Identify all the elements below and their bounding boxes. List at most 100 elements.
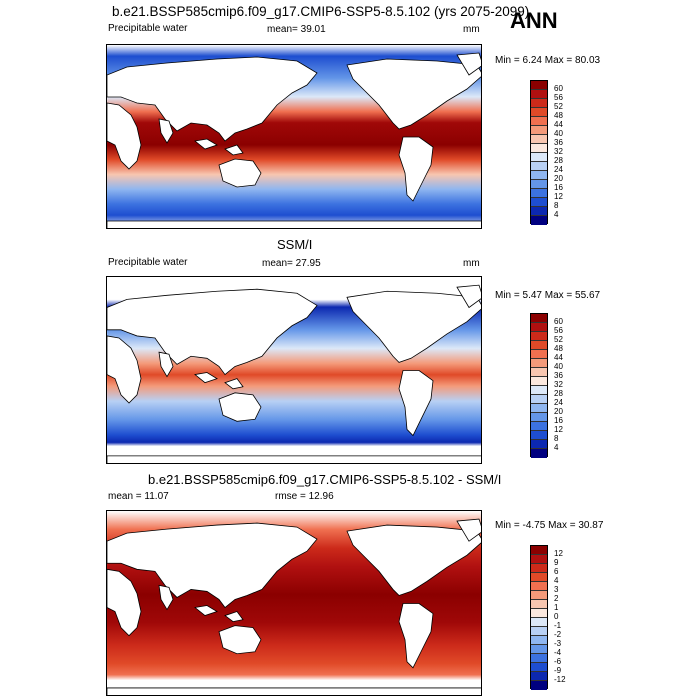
colorbar-swatch [531, 431, 547, 440]
colorbar-swatch [531, 162, 547, 171]
colorbar-tick-label: 16 [554, 183, 563, 192]
colorbar-swatch [531, 609, 547, 618]
colorbar-tick-label: 52 [554, 102, 563, 111]
colorbar-swatch [531, 404, 547, 413]
colorbar-swatch [531, 627, 547, 636]
colorbar-tick-label: 1 [554, 603, 559, 612]
colorbar-tick-label: 32 [554, 147, 563, 156]
colorbar-tick-label: 24 [554, 165, 563, 174]
colorbar-tick-label: 44 [554, 353, 563, 362]
colorbar-swatch [531, 386, 547, 395]
colorbar-swatch [531, 440, 547, 449]
panel-1-minmax: Min = 6.24 Max = 80.03 [495, 55, 601, 66]
colorbar-swatch [531, 153, 547, 162]
panel-3-mean: mean = 11.07 [108, 491, 169, 502]
colorbar-tick-label: 60 [554, 317, 563, 326]
colorbar-tick-label: 52 [554, 335, 563, 344]
colorbar-swatch [531, 135, 547, 144]
colorbar-tick-label: 2 [554, 594, 559, 603]
colorbar-swatch [531, 672, 547, 681]
colorbar-swatch [531, 654, 547, 663]
colorbar-swatch [531, 422, 547, 431]
colorbar-tick-label: 32 [554, 380, 563, 389]
colorbar-swatch [531, 216, 547, 225]
colorbar-tick-label: -3 [554, 639, 562, 648]
colorbar-tick-label: 12 [554, 192, 563, 201]
colorbar-tick-label: 6 [554, 567, 559, 576]
colorbar-tick-label: 56 [554, 326, 563, 335]
colorbar-swatch [531, 90, 547, 99]
colorbar-swatch [531, 413, 547, 422]
colorbar-tick-label: 20 [554, 407, 563, 416]
colorbar-swatch [531, 350, 547, 359]
panel-1-colorbar [530, 80, 548, 225]
panel-2-units: mm [463, 258, 480, 269]
colorbar-swatch [531, 171, 547, 180]
colorbar-tick-label: 3 [554, 585, 559, 594]
panel-2-colorbar [530, 313, 548, 458]
colorbar-tick-label: -1 [554, 621, 562, 630]
colorbar-tick-label: 36 [554, 371, 563, 380]
colorbar-swatch [531, 81, 547, 90]
panel-2-minmax: Min = 5.47 Max = 55.67 [495, 290, 601, 301]
colorbar-swatch [531, 377, 547, 386]
colorbar-tick-label: 16 [554, 416, 563, 425]
colorbar-tick-label: 8 [554, 201, 559, 210]
colorbar-tick-label: 28 [554, 389, 563, 398]
panel-2-mean: mean= 27.95 [262, 258, 321, 269]
colorbar-swatch [531, 681, 547, 690]
colorbar-swatch [531, 663, 547, 672]
colorbar-swatch [531, 368, 547, 377]
colorbar-tick-label: 12 [554, 425, 563, 434]
panel-1-title: b.e21.BSSP585cmip6.f09_g17.CMIP6-SSP5-8.… [112, 4, 530, 19]
panel-2-variable: Precipitable water [108, 257, 188, 268]
colorbar-swatch [531, 117, 547, 126]
colorbar-tick-label: 4 [554, 443, 559, 452]
colorbar-swatch [531, 582, 547, 591]
panel-2-map [106, 276, 482, 464]
colorbar-tick-label: 4 [554, 210, 559, 219]
colorbar-tick-label: -2 [554, 630, 562, 639]
colorbar-swatch [531, 359, 547, 368]
colorbar-swatch [531, 600, 547, 609]
panel-3-map [106, 510, 482, 696]
colorbar-swatch [531, 314, 547, 323]
panel-3-colorbar [530, 545, 548, 690]
colorbar-tick-label: 24 [554, 398, 563, 407]
colorbar-swatch [531, 198, 547, 207]
colorbar-tick-label: 28 [554, 156, 563, 165]
colorbar-swatch [531, 546, 547, 555]
colorbar-swatch [531, 207, 547, 216]
colorbar-tick-label: 9 [554, 558, 559, 567]
colorbar-tick-label: 12 [554, 549, 563, 558]
colorbar-tick-label: 40 [554, 362, 563, 371]
colorbar-swatch [531, 636, 547, 645]
colorbar-swatch [531, 395, 547, 404]
panel-3-title: b.e21.BSSP585cmip6.f09_g17.CMIP6-SSP5-8.… [148, 472, 502, 487]
colorbar-tick-label: 8 [554, 434, 559, 443]
colorbar-swatch [531, 555, 547, 564]
colorbar-tick-label: 40 [554, 129, 563, 138]
colorbar-swatch [531, 645, 547, 654]
colorbar-tick-label: 44 [554, 120, 563, 129]
colorbar-tick-label: 48 [554, 344, 563, 353]
colorbar-swatch [531, 108, 547, 117]
colorbar-swatch [531, 564, 547, 573]
colorbar-swatch [531, 99, 547, 108]
season-label: ANN [510, 8, 558, 33]
colorbar-tick-label: 56 [554, 93, 563, 102]
panel-1-variable: Precipitable water [108, 23, 188, 34]
colorbar-swatch [531, 618, 547, 627]
panel-1-units: mm [463, 24, 480, 35]
panel-2-title: SSM/I [277, 237, 313, 252]
colorbar-swatch [531, 341, 547, 350]
colorbar-tick-label: 20 [554, 174, 563, 183]
colorbar-tick-label: -4 [554, 648, 562, 657]
colorbar-tick-label: 0 [554, 612, 559, 621]
colorbar-tick-label: -12 [554, 675, 566, 684]
panel-1-map [106, 44, 482, 229]
colorbar-tick-label: 60 [554, 84, 563, 93]
colorbar-tick-label: 36 [554, 138, 563, 147]
panel-1-mean: mean= 39.01 [267, 24, 326, 35]
colorbar-swatch [531, 126, 547, 135]
